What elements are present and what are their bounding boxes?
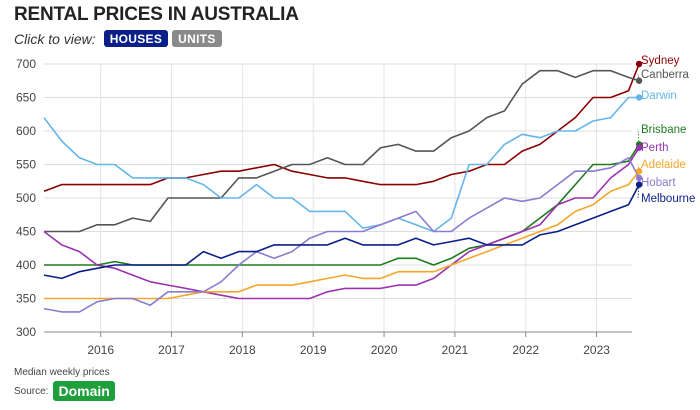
label-leader-brisbane (637, 128, 640, 145)
x-tick-label: 2018 (229, 343, 256, 357)
view-toggle-row: Click to view: HOUSES UNITS (14, 30, 222, 47)
source-badge: Domain (53, 381, 115, 401)
label-leader-melbourne (637, 184, 640, 199)
footnote: Median weekly prices (14, 367, 110, 378)
series-label-perth: Perth (641, 142, 669, 154)
series-label-sydney: Sydney (641, 55, 680, 67)
x-tick-label: 2023 (583, 343, 610, 357)
series-endpoints (635, 60, 643, 188)
y-tick-label: 300 (16, 325, 36, 339)
series-label-hobart: Hobart (641, 177, 676, 189)
y-tick-label: 600 (16, 124, 36, 138)
series-line-darwin[interactable] (43, 96, 640, 233)
chart-title: RENTAL PRICES IN AUSTRALIA (14, 4, 299, 25)
endpoint-perth[interactable] (635, 144, 643, 151)
y-tick-label: 450 (16, 225, 36, 239)
y-tick-label: 650 (16, 91, 36, 105)
series-label-darwin: Darwin (641, 90, 677, 102)
label-leader-adelaide (637, 163, 640, 172)
series-line-adelaide[interactable] (44, 170, 640, 300)
series-label-brisbane: Brisbane (641, 124, 686, 136)
y-tick-label: 350 (16, 292, 36, 306)
series-line-hobart[interactable] (43, 157, 640, 313)
x-tick-label: 2017 (158, 343, 185, 357)
line-chart: 300 350 400 450 500 550 600 650 700 2016 2017 2018… (16, 55, 695, 357)
houses-toggle-button[interactable]: HOUSES (103, 30, 169, 47)
series-label-adelaide: Adelaide (641, 159, 686, 171)
endpoint-sydney[interactable] (635, 60, 643, 68)
series-line-perth[interactable] (43, 147, 640, 300)
x-tick-label: 2021 (442, 343, 469, 357)
view-label: Click to view: (14, 30, 96, 47)
gridlines (44, 63, 632, 333)
x-tick-label: 2019 (300, 343, 327, 357)
series-label-canberra: Canberra (641, 69, 690, 81)
source-label: Source: (14, 385, 49, 397)
label-leader-hobart (637, 177, 640, 183)
label-leader-canberra (637, 73, 640, 81)
y-tick-label: 700 (16, 57, 36, 71)
x-axis: 2016 2017 2018 2019 2020 2021 2022 2023 (44, 331, 632, 357)
series-line-melbourne[interactable] (43, 184, 640, 280)
series-line-sydney[interactable] (43, 63, 640, 193)
x-tick-label: 2016 (87, 343, 114, 357)
y-tick-label: 550 (16, 158, 36, 172)
endpoint-darwin[interactable] (635, 94, 643, 101)
series-line-canberra[interactable] (44, 69, 640, 233)
source-row: Source: Domain (14, 381, 115, 401)
series-labels: Sydney Canberra Darwin Brisbane Perth Adelaid… (637, 55, 695, 205)
x-tick-label: 2022 (512, 343, 539, 357)
units-toggle-button[interactable]: UNITS (172, 30, 222, 47)
y-tick-label: 500 (16, 191, 36, 205)
series-label-melbourne: Melbourne (641, 193, 695, 205)
y-axis: 300 350 400 450 500 550 600 650 700 (16, 57, 36, 339)
x-tick-label: 2020 (371, 343, 398, 357)
y-tick-label: 400 (16, 258, 36, 272)
series-lines (43, 63, 640, 313)
